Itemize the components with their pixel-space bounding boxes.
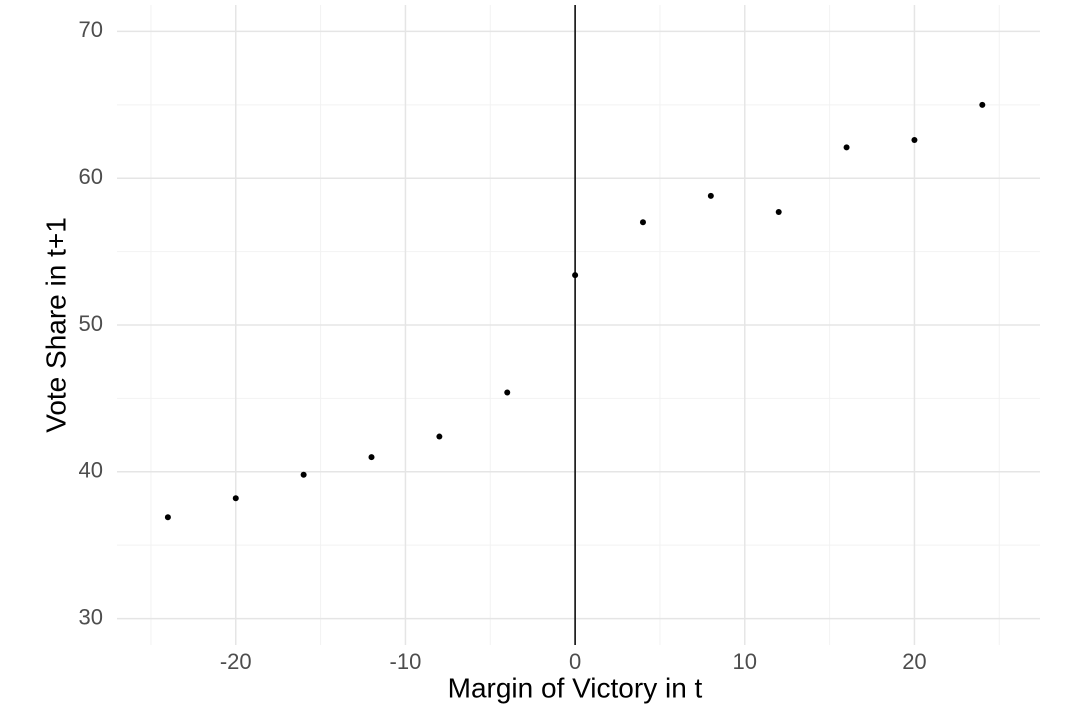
point — [639, 219, 646, 226]
y-axis-title: Vote Share in t+1 — [40, 217, 71, 433]
y-tick-label: 30 — [79, 604, 103, 629]
x-tick-label: -20 — [220, 649, 252, 674]
point — [572, 272, 579, 279]
point — [911, 137, 918, 144]
x-tick-label: 0 — [569, 649, 581, 674]
y-tick-label: 60 — [79, 164, 103, 189]
y-tick-label: 70 — [79, 17, 103, 42]
point — [300, 471, 307, 478]
point — [979, 101, 986, 108]
point — [707, 192, 714, 199]
x-tick-label: -10 — [390, 649, 422, 674]
x-tick-label: 10 — [733, 649, 757, 674]
point — [775, 208, 782, 215]
point — [368, 454, 375, 461]
point — [843, 144, 850, 151]
x-axis-title: Margin of Victory in t — [448, 672, 703, 703]
point — [232, 495, 239, 502]
point — [436, 433, 443, 440]
y-tick-label: 50 — [79, 311, 103, 336]
point — [164, 514, 171, 521]
x-tick-label: 20 — [902, 649, 926, 674]
point — [504, 389, 511, 396]
y-tick-label: 40 — [79, 458, 103, 483]
